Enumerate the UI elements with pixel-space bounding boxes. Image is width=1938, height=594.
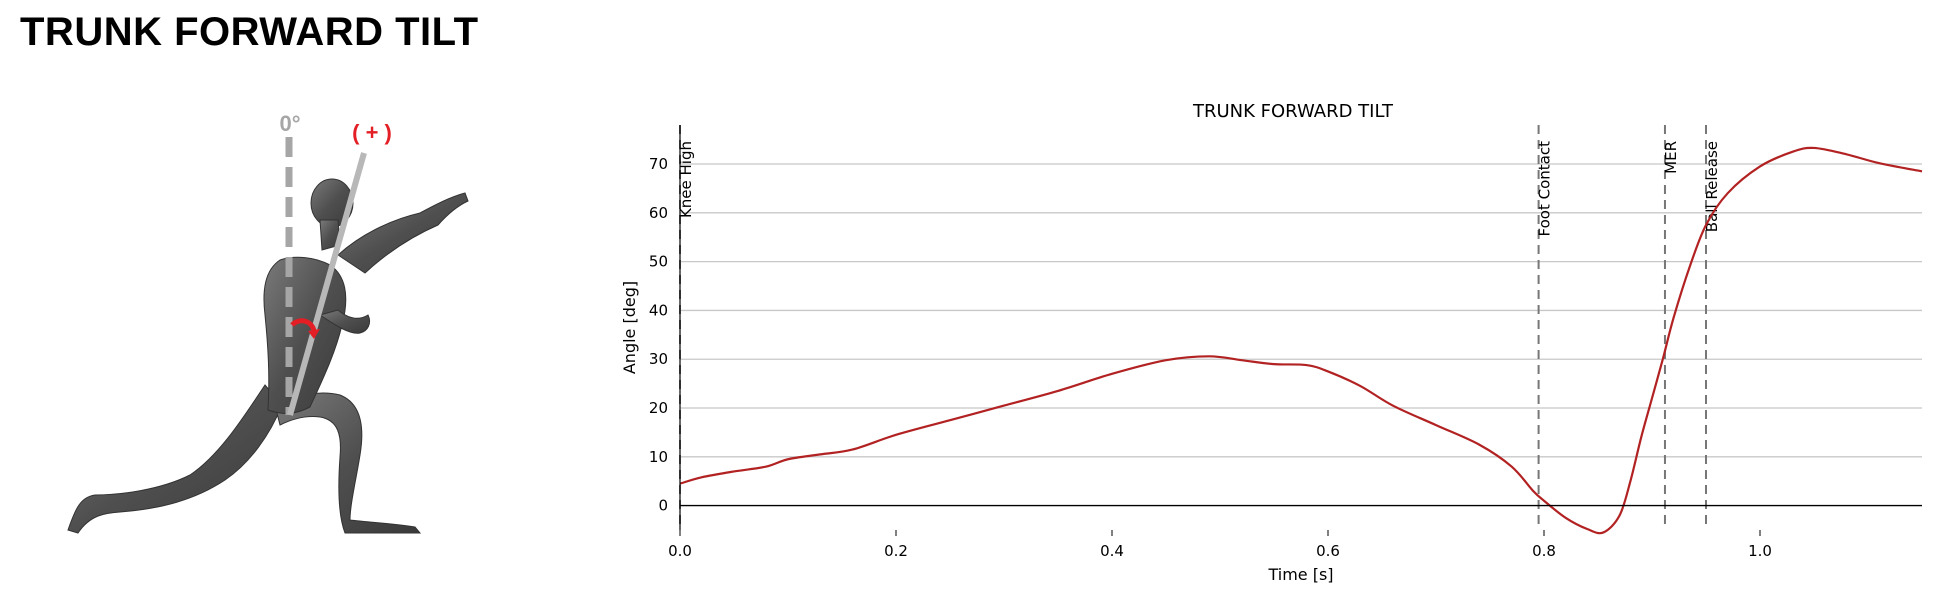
arrowhead-icon — [308, 329, 320, 339]
event-label: MER — [1662, 141, 1680, 174]
y-tick-label: 0 — [658, 497, 668, 515]
chart-title: TRUNK FORWARD TILT — [1192, 101, 1394, 122]
y-tick-label: 30 — [649, 350, 668, 368]
event-lines: Knee High Foot Contact MER Ball Release — [677, 125, 1721, 530]
page-title: TRUNK FORWARD TILT — [20, 10, 479, 54]
x-tick-label: 0.6 — [1316, 542, 1340, 560]
zero-degree-label: 0° — [279, 111, 300, 136]
y-axis-label: Angle [deg] — [620, 281, 639, 374]
event-label: Knee High — [677, 141, 695, 218]
y-tick-label: 70 — [649, 155, 668, 173]
x-tick-label: 1.0 — [1748, 542, 1772, 560]
rotation-arrow-icon — [290, 318, 317, 332]
event-label: Foot Contact — [1536, 141, 1554, 237]
x-tick-label: 0.8 — [1532, 542, 1556, 560]
trunk-angle-line — [287, 152, 367, 416]
x-tick-label: 0.2 — [884, 542, 908, 560]
y-tick-label: 10 — [649, 448, 668, 466]
y-tick-label: 20 — [649, 399, 668, 417]
series-line — [679, 146, 1923, 535]
y-ticks: 0 10 20 30 40 50 60 70 — [649, 155, 668, 515]
y-tick-label: 60 — [649, 204, 668, 222]
pitcher-illustration: 0° ( + ) — [67, 111, 469, 534]
x-tick-label: 0.0 — [668, 542, 692, 560]
x-ticks: 0.0 0.2 0.4 0.6 0.8 1.0 — [668, 530, 1772, 560]
y-tick-label: 40 — [649, 301, 668, 319]
x-tick-label: 0.4 — [1100, 542, 1124, 560]
x-axis-label: Time [s] — [1267, 565, 1333, 584]
positive-direction-label: ( + ) — [352, 120, 392, 145]
grid — [680, 163, 1922, 458]
y-tick-label: 50 — [649, 253, 668, 271]
event-label: Ball Release — [1703, 141, 1721, 232]
